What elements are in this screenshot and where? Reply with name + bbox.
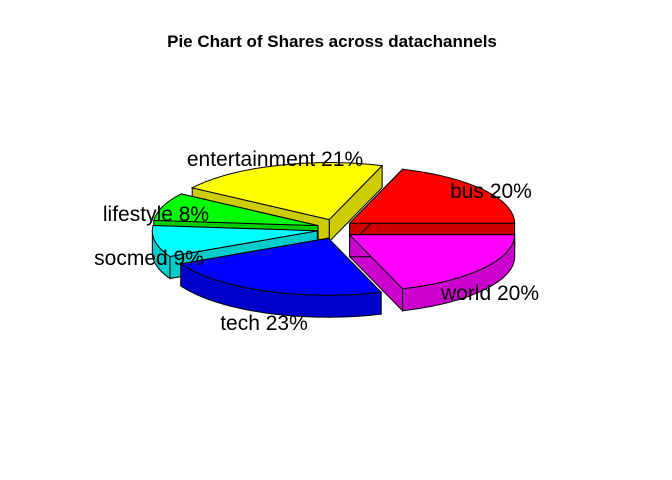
slice-label-socmed: socmed 9% (94, 247, 204, 270)
pie-slice-top-world (348, 234, 516, 290)
pie-slice-world (348, 233, 516, 313)
slice-label-world: world 20% (440, 282, 539, 305)
pie-slice-top-bus (348, 168, 516, 224)
slice-label-tech: tech 23% (220, 312, 308, 335)
pie-slice-top-lifestyle (153, 193, 319, 227)
chart-title: Pie Chart of Shares across datachannels (167, 32, 497, 51)
slice-label-entertainment: entertainment 21% (187, 148, 363, 171)
slice-label-bus: bus 20% (450, 180, 532, 203)
slice-label-lifestyle: lifestyle 8% (103, 203, 209, 226)
pie-slice-top-tech (179, 237, 383, 296)
pie-labels: bus 20% entertainment 21% lifestyle 8% socm… (94, 148, 539, 335)
pie-slice-top-entertainment (190, 162, 384, 221)
pie-slice-top-socmed (151, 225, 318, 258)
pie-slice-tech (179, 236, 383, 318)
pie-slices (151, 162, 516, 318)
